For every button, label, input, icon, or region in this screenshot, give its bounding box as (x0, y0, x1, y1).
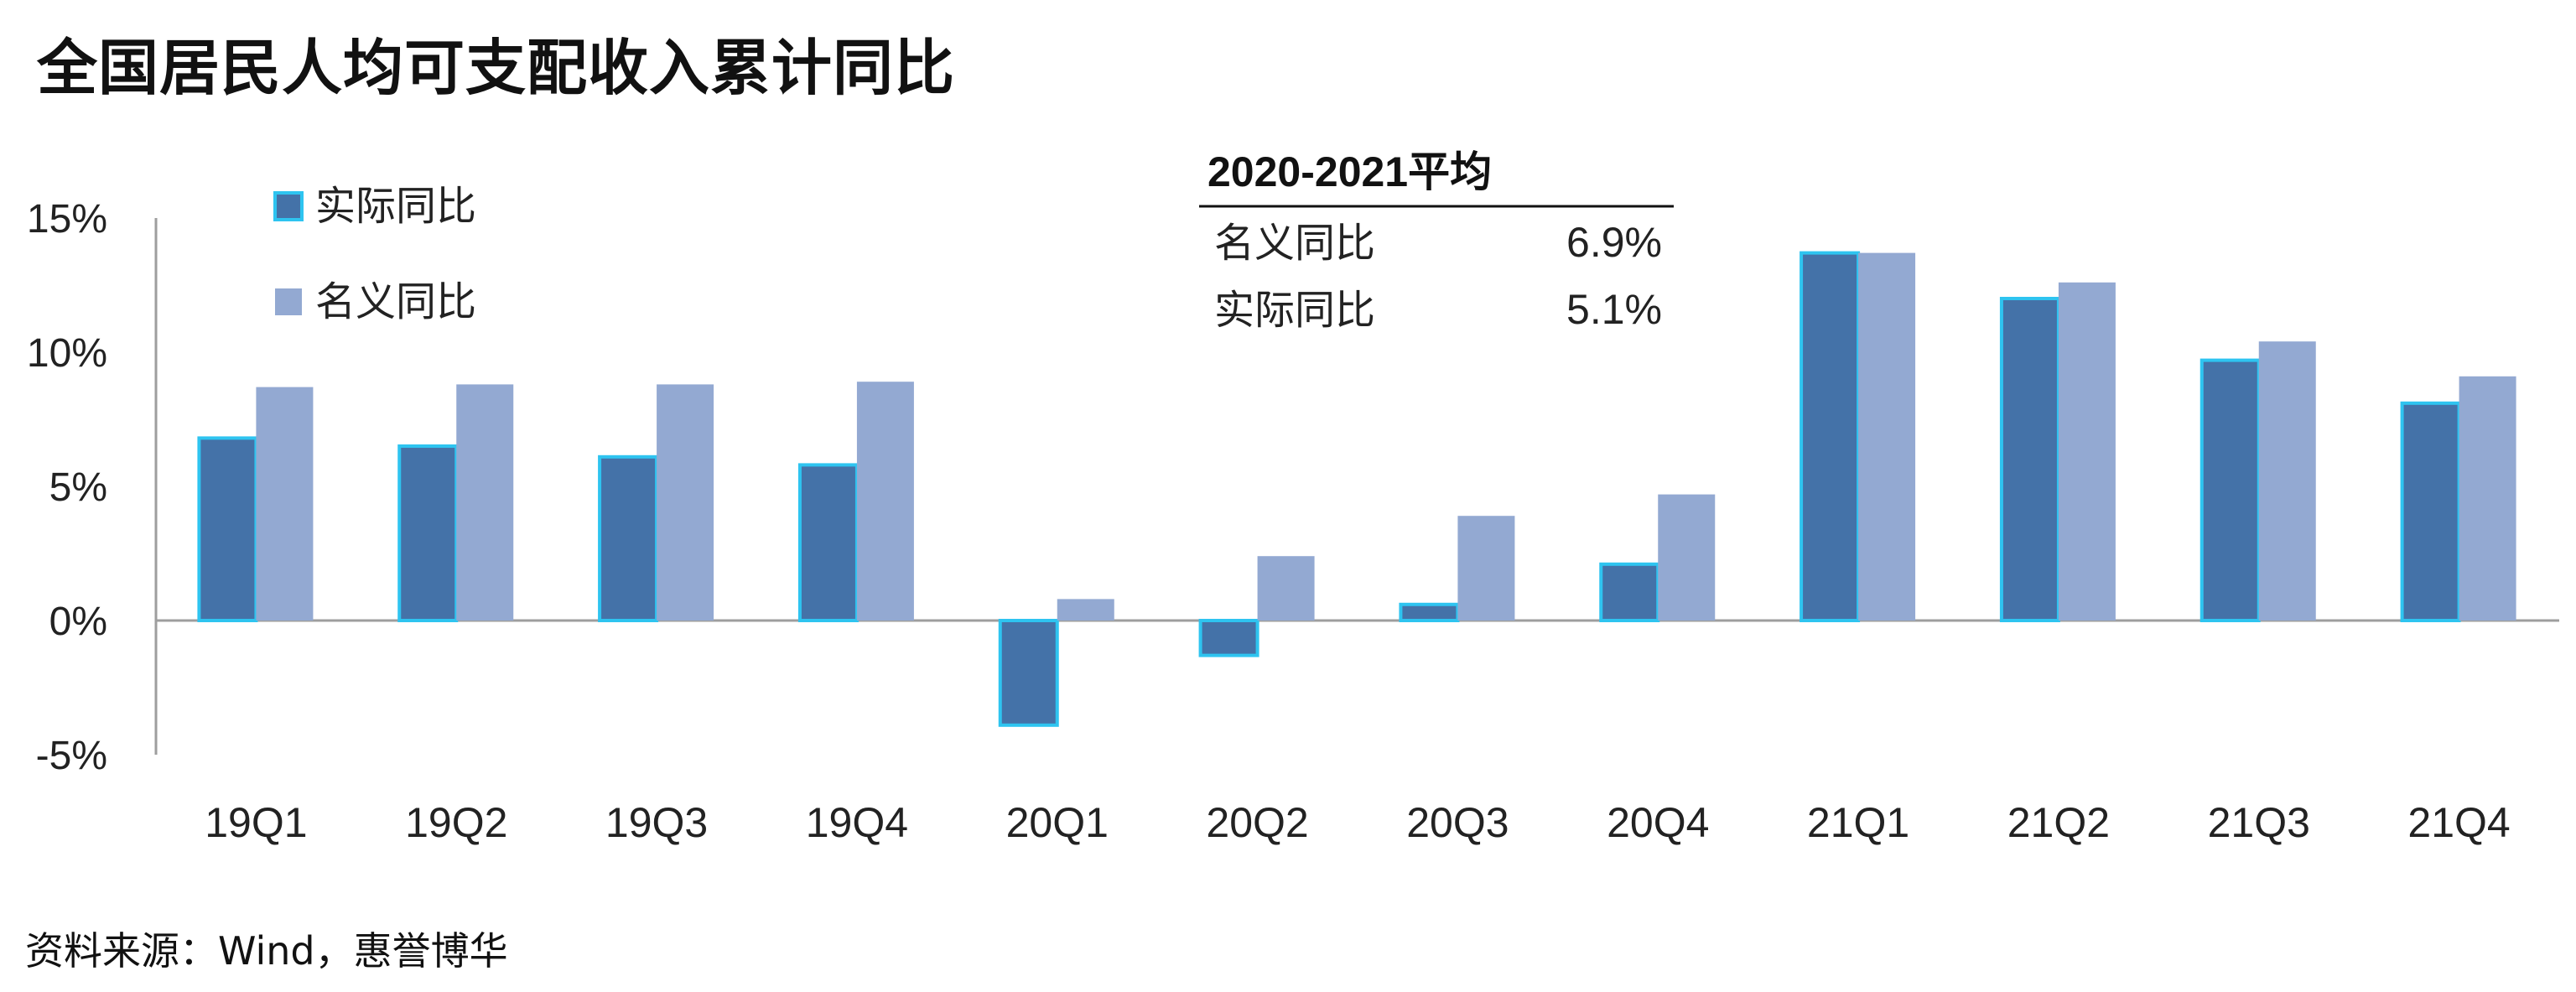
bar-real-yoy (197, 436, 258, 623)
y-tick-label: 15% (27, 197, 107, 242)
bar-nominal-yoy (2459, 376, 2516, 621)
bar-real-yoy (1800, 251, 1861, 622)
bar-real-yoy (598, 454, 659, 622)
chart-bars (197, 251, 2516, 727)
legend: 实际同比 名义同比 (273, 183, 476, 325)
bar-nominal-yoy (856, 382, 914, 621)
bar-nominal-yoy (1858, 252, 1916, 621)
y-tick-label: 0% (49, 600, 107, 644)
bar-real-yoy (397, 444, 459, 622)
x-category-label: 20Q1 (1006, 799, 1109, 846)
summary-table: 2020-2021平均 名义同比 6.9% 实际同比 5.1% (1199, 148, 1674, 334)
legend-label-real: 实际同比 (315, 183, 476, 230)
x-category-label: 21Q3 (2208, 799, 2310, 846)
x-category-label: 21Q2 (2007, 799, 2110, 846)
bar-real-yoy (1198, 619, 1259, 657)
y-tick-label: 10% (27, 331, 107, 376)
summary-row-value-real: 5.1% (1566, 286, 1662, 333)
x-category-label: 20Q4 (1607, 799, 1709, 846)
bar-nominal-yoy (256, 387, 314, 621)
bar-real-yoy (797, 463, 859, 623)
x-category-label: 19Q4 (806, 799, 908, 846)
bar-real-yoy (1399, 602, 1460, 622)
bar-real-yoy (1599, 562, 1660, 622)
summary-table-title: 2020-2021平均 (1208, 148, 1492, 195)
x-category-label: 21Q4 (2407, 799, 2510, 846)
bar-nominal-yoy (2058, 282, 2116, 621)
y-axis-ticks: 15% 10% 5% 0% -5% (27, 197, 107, 778)
bar-real-yoy (1999, 297, 2060, 622)
x-category-label: 19Q1 (205, 799, 307, 846)
chart-axes (154, 218, 2559, 755)
bar-nominal-yoy (2258, 341, 2316, 621)
x-axis-categories: 19Q1 19Q2 19Q3 19Q4 20Q1 20Q2 20Q3 20Q4 21Q1 21Q2… (205, 799, 2510, 846)
x-category-label: 20Q2 (1206, 799, 1308, 846)
bar-real-yoy (2400, 401, 2461, 622)
bar-nominal-yoy (1257, 556, 1315, 621)
bar-nominal-yoy (657, 384, 714, 621)
chart-title: 全国居民人均可支配收入累计同比 (37, 32, 956, 103)
summary-row-label-real: 实际同比 (1214, 287, 1375, 334)
legend-label-nominal: 名义同比 (315, 278, 476, 325)
bar-real-yoy (2199, 358, 2261, 622)
summary-row-value-nominal: 6.9% (1566, 219, 1662, 266)
bar-nominal-yoy (1057, 599, 1114, 621)
y-tick-label: 5% (49, 465, 107, 510)
legend-swatch-real (273, 191, 304, 221)
legend-swatch-nominal (275, 288, 302, 315)
bar-nominal-yoy (456, 384, 514, 621)
bar-nominal-yoy (1457, 516, 1515, 621)
summary-row-label-nominal: 名义同比 (1214, 220, 1375, 267)
x-category-label: 19Q2 (405, 799, 507, 846)
x-category-label: 19Q3 (605, 799, 708, 846)
source-note: 资料来源：Wind，惠誉博华 (25, 928, 508, 974)
x-category-label: 21Q1 (1807, 799, 1909, 846)
y-tick-label: -5% (36, 734, 107, 778)
bar-nominal-yoy (1658, 494, 1716, 621)
x-category-label: 20Q3 (1406, 799, 1509, 846)
bar-real-yoy (998, 619, 1059, 727)
